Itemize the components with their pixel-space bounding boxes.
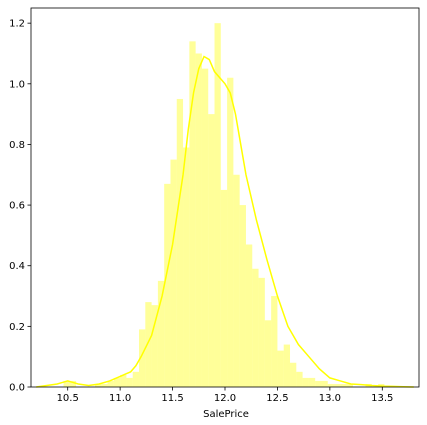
x-tick-label: 12.5 bbox=[266, 393, 288, 404]
x-tick-label: 11.5 bbox=[161, 393, 183, 404]
histogram-bar bbox=[63, 380, 70, 387]
histogram-bar bbox=[245, 244, 253, 387]
histogram-bar bbox=[296, 371, 303, 387]
x-tick-label: 11.0 bbox=[109, 393, 131, 404]
histogram-bar bbox=[113, 377, 121, 387]
histogram-bar bbox=[227, 77, 234, 388]
histogram-bar bbox=[164, 183, 171, 387]
histogram-bar bbox=[170, 159, 177, 387]
histogram-bar bbox=[126, 377, 133, 387]
histogram-bar bbox=[120, 374, 127, 387]
histogram-bar bbox=[321, 380, 328, 387]
histogram-bar bbox=[340, 383, 347, 387]
histogram-bar bbox=[157, 280, 165, 387]
histogram-bar bbox=[271, 296, 278, 387]
histogram-bar bbox=[308, 377, 316, 387]
y-tick-label: 1.0 bbox=[9, 79, 25, 90]
y-tick-label: 0.2 bbox=[9, 322, 25, 333]
histogram-bar bbox=[94, 383, 102, 387]
histogram-bar bbox=[258, 277, 265, 387]
histogram-bar bbox=[145, 302, 152, 387]
histogram-bars bbox=[63, 23, 385, 388]
histogram-bar bbox=[101, 383, 108, 387]
histogram-bar bbox=[346, 383, 353, 387]
histogram-bar bbox=[201, 68, 209, 387]
histogram-bar bbox=[189, 41, 196, 388]
histogram-bar bbox=[264, 320, 272, 387]
y-tick-label: 1.2 bbox=[9, 19, 25, 30]
histogram-bar bbox=[277, 350, 284, 387]
histogram-bar bbox=[214, 23, 221, 387]
histogram-bar bbox=[151, 305, 158, 387]
y-tick-label: 0.6 bbox=[9, 201, 25, 212]
y-axis-ticks: 0.0 0.2 0.4 0.6 0.8 1.0 1.2 bbox=[9, 19, 31, 394]
y-tick-label: 0.0 bbox=[9, 383, 25, 394]
histogram-bar bbox=[283, 344, 291, 387]
kde-curve-line bbox=[36, 55, 414, 388]
histogram-bar bbox=[195, 53, 202, 387]
x-axis-ticks: 10.5 11.0 11.5 12.0 12.5 13.0 13.5 bbox=[57, 387, 393, 404]
x-tick-label: 13.0 bbox=[319, 393, 341, 404]
y-tick-label: 0.4 bbox=[9, 261, 25, 272]
histogram-bar bbox=[302, 377, 309, 387]
histogram-bar bbox=[334, 383, 341, 387]
histogram-bar bbox=[69, 380, 77, 387]
histogram-bar bbox=[208, 114, 215, 388]
histogram-bar bbox=[107, 380, 114, 387]
y-tick-label: 0.8 bbox=[9, 140, 25, 151]
histogram-bar bbox=[252, 268, 259, 387]
x-tick-label: 12.0 bbox=[214, 393, 236, 404]
histogram-bar bbox=[239, 205, 246, 387]
histogram-bar bbox=[220, 189, 228, 387]
x-axis-label: SalePrice bbox=[203, 409, 249, 420]
histogram-bar bbox=[176, 98, 184, 388]
histogram-bar bbox=[139, 329, 146, 387]
x-tick-label: 10.5 bbox=[57, 393, 79, 404]
histogram-bar bbox=[233, 174, 240, 387]
histogram-bar bbox=[290, 362, 297, 387]
histogram-bar bbox=[183, 147, 190, 387]
histogram-bar bbox=[132, 371, 140, 387]
histogram-bar bbox=[327, 383, 335, 387]
histogram-bar bbox=[315, 380, 322, 387]
x-tick-label: 13.5 bbox=[371, 393, 393, 404]
